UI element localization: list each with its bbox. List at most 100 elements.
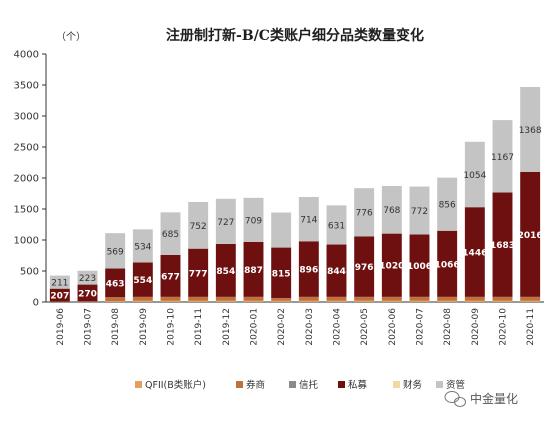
bar-segment: [160, 254, 181, 297]
bar-segment: [188, 248, 209, 297]
y-tick-label: 2500: [14, 143, 39, 154]
x-tick-label: 2020-10: [499, 308, 509, 346]
x-tick-label: 2020-01: [250, 308, 260, 346]
bar-segment: [326, 300, 347, 302]
data-label: 844: [327, 267, 346, 277]
x-tick-label: 2020-09: [471, 308, 481, 346]
y-tick-label: 2000: [14, 174, 39, 185]
data-label: 631: [328, 221, 345, 231]
legend-swatch: [135, 381, 142, 388]
legend-label: 资管: [446, 379, 465, 391]
x-tick-label: 2019-06: [56, 308, 66, 346]
bar-segment: [215, 297, 236, 301]
bar-segment: [464, 297, 485, 301]
x-tick-label: 2019-11: [194, 308, 204, 346]
legend-label: QFII(B类账户): [145, 379, 206, 391]
bar-segment: [188, 201, 209, 249]
bar-segment: [77, 270, 98, 285]
legend-label: 信托: [299, 379, 319, 391]
axes: 0 500 1000 1500 2000 2500 3000 3500 4000 2019-06 2…: [14, 50, 544, 346]
bar-segment: [409, 297, 430, 301]
bar-segment: [381, 233, 402, 297]
bar-segment: [437, 177, 458, 231]
bar-segment: [520, 171, 541, 297]
x-tick-label: 2019-10: [167, 308, 177, 346]
bar-segment: [354, 188, 375, 237]
y-tick-label: 1500: [14, 205, 39, 216]
data-label: 1167: [491, 153, 514, 163]
data-label: 768: [383, 206, 400, 216]
bar-segment: [492, 297, 513, 301]
bar-segment: [160, 300, 181, 302]
y-tick-label: 3000: [14, 112, 39, 123]
legend-swatch: [289, 381, 296, 388]
bar-segment: [188, 300, 209, 302]
bar-segment: [105, 301, 126, 302]
bar-segment: [132, 300, 153, 302]
data-label: 887: [244, 266, 263, 276]
bar-segment: [215, 243, 236, 297]
data-label: 1054: [463, 171, 486, 181]
bar-segment: [354, 300, 375, 302]
data-label: 1006: [407, 262, 432, 272]
bar-segment: [464, 141, 485, 208]
bar-segment: [492, 192, 513, 297]
bar-segment: [520, 297, 541, 301]
x-tick-label: 2019-07: [84, 308, 94, 346]
legend: QFII(B类账户) 券商 信托 私募 财务 资管: [135, 379, 465, 391]
x-tick-label: 2019-12: [222, 308, 232, 346]
legend-label: 私募: [348, 379, 368, 391]
data-label: 772: [411, 207, 428, 217]
bar-segment: [409, 300, 430, 302]
data-label: 1020: [379, 262, 404, 272]
bar-segment: [243, 241, 264, 297]
legend-swatch: [338, 381, 345, 388]
bar-segment: [271, 298, 292, 301]
data-label: 777: [189, 269, 208, 279]
y-tick-label: 4000: [14, 50, 39, 61]
bar-segment: [132, 297, 153, 301]
bar-segment: [326, 297, 347, 301]
y-tick-label: 1000: [14, 236, 39, 247]
data-label: 677: [161, 272, 180, 282]
legend-label: 券商: [246, 379, 265, 391]
bar-segment: [354, 297, 375, 301]
x-tick-label: 2020-04: [333, 308, 343, 346]
x-tick-label: 2019-08: [111, 308, 121, 346]
bar-segment: [298, 241, 319, 297]
data-label: 714: [300, 216, 317, 226]
data-label: 727: [217, 218, 234, 228]
chart-title: 注册制打新-B/C类账户细分品类数量变化: [166, 27, 424, 44]
bar-segment: [464, 300, 485, 302]
bar-segment: [492, 300, 513, 302]
bar-segment: [105, 297, 126, 302]
x-tick-label: 2020-03: [305, 308, 315, 346]
bars: [49, 86, 541, 302]
bar-segment: [520, 86, 541, 172]
watermark: 中金量化: [444, 391, 518, 407]
bar-segment: [437, 230, 458, 297]
data-label: 463: [106, 279, 125, 289]
bar-segment: [271, 300, 292, 302]
bar-segment: [243, 297, 264, 301]
data-label: 211: [51, 279, 68, 289]
y-unit-label: （个）: [56, 31, 86, 43]
bar-segment: [409, 234, 430, 297]
data-label: 752: [190, 222, 207, 232]
data-label: 223: [79, 274, 96, 284]
data-label: 207: [50, 292, 69, 302]
y-tick-label: 0: [33, 298, 39, 309]
watermark-text: 中金量化: [470, 391, 518, 406]
legend-label: 财务: [403, 379, 423, 391]
bar-segment: [77, 284, 98, 302]
bar-segment: [188, 297, 209, 301]
wechat-icon: [444, 391, 466, 407]
y-tick-label: 3500: [14, 81, 39, 92]
bar-segment: [243, 300, 264, 302]
data-label: 554: [133, 276, 152, 286]
bar-segment: [243, 197, 264, 242]
data-label: 896: [299, 266, 318, 276]
data-label: 1368: [519, 126, 542, 136]
bar-segment: [354, 236, 375, 297]
